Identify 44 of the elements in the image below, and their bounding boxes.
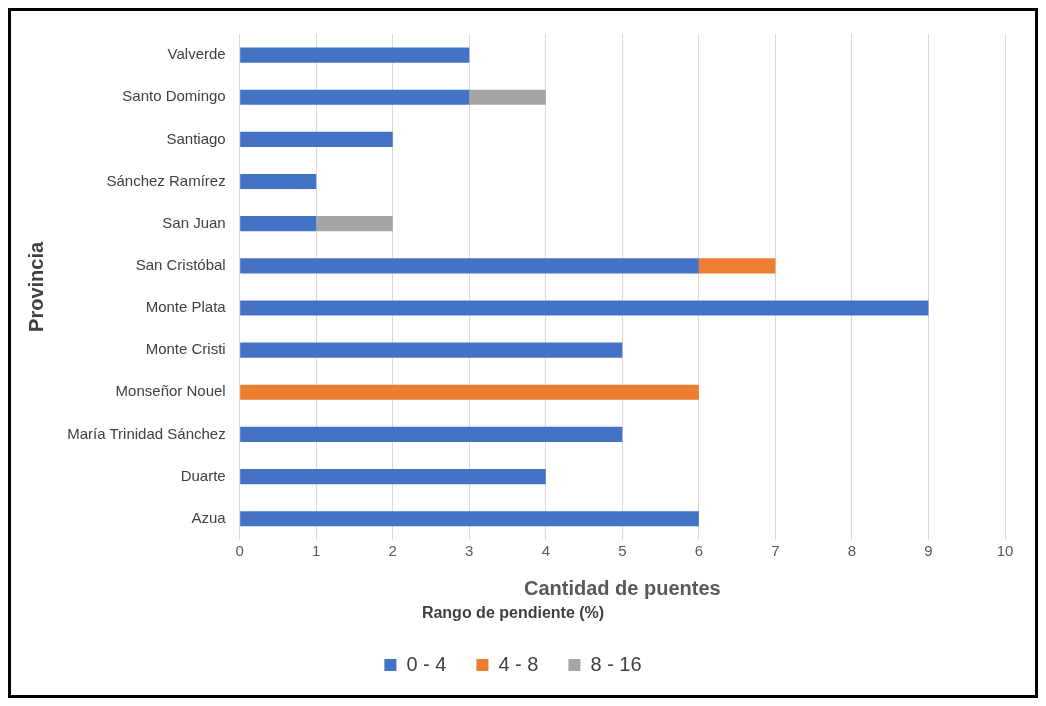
x-tick-label: 2 <box>388 541 397 559</box>
x-tick-label: 9 <box>924 541 933 559</box>
x-tick-label: 6 <box>694 541 704 559</box>
bar <box>469 89 546 105</box>
y-tick-label: San Juan <box>162 213 226 231</box>
legend-label: 8 - 16 <box>590 652 642 675</box>
legend-label: 4 - 8 <box>498 652 539 675</box>
y-tick-label: Sánchez Ramírez <box>106 171 226 189</box>
y-tick-label: San Cristóbal <box>135 255 226 273</box>
y-tick-label: Duarte <box>180 466 226 484</box>
x-tick-label: 5 <box>618 541 627 559</box>
x-tick-label: 1 <box>312 541 321 559</box>
y-tick-label: Valverde <box>167 45 226 63</box>
legend-title: Rango de pendiente (%) <box>421 604 605 622</box>
bar <box>240 173 317 190</box>
x-tick-label: 3 <box>465 541 474 559</box>
y-tick-label: Monte Plata <box>145 298 227 316</box>
y-axis-title: Provincia <box>24 241 47 332</box>
bar <box>240 131 393 147</box>
bar <box>240 47 470 63</box>
y-tick-label: Santo Domingo <box>122 87 226 105</box>
bar <box>240 511 699 527</box>
y-tick-label: Azua <box>191 508 227 526</box>
bar <box>240 384 699 400</box>
bar <box>240 426 623 443</box>
bar <box>240 89 470 105</box>
x-tick-label: 4 <box>541 541 550 559</box>
bar <box>240 300 929 316</box>
x-tick-label: 10 <box>996 541 1014 559</box>
bar <box>240 216 317 232</box>
x-tick-label: 8 <box>847 541 857 559</box>
bar <box>240 342 623 358</box>
bar <box>698 258 776 274</box>
y-tick-label: Monte Cristi <box>145 340 226 358</box>
y-tick-label: Monseñor Nouel <box>115 382 226 400</box>
y-tick-label: María Trinidad Sánchez <box>67 424 226 442</box>
bar <box>240 258 699 274</box>
y-tick-label: Santiago <box>166 129 226 147</box>
bar <box>316 216 393 232</box>
x-axis-title: Cantidad de puentes <box>523 577 721 600</box>
x-tick-label: 7 <box>771 541 780 559</box>
bar <box>240 468 546 485</box>
x-tick-label: 0 <box>235 541 244 559</box>
legend-label: 0 - 4 <box>406 652 447 675</box>
